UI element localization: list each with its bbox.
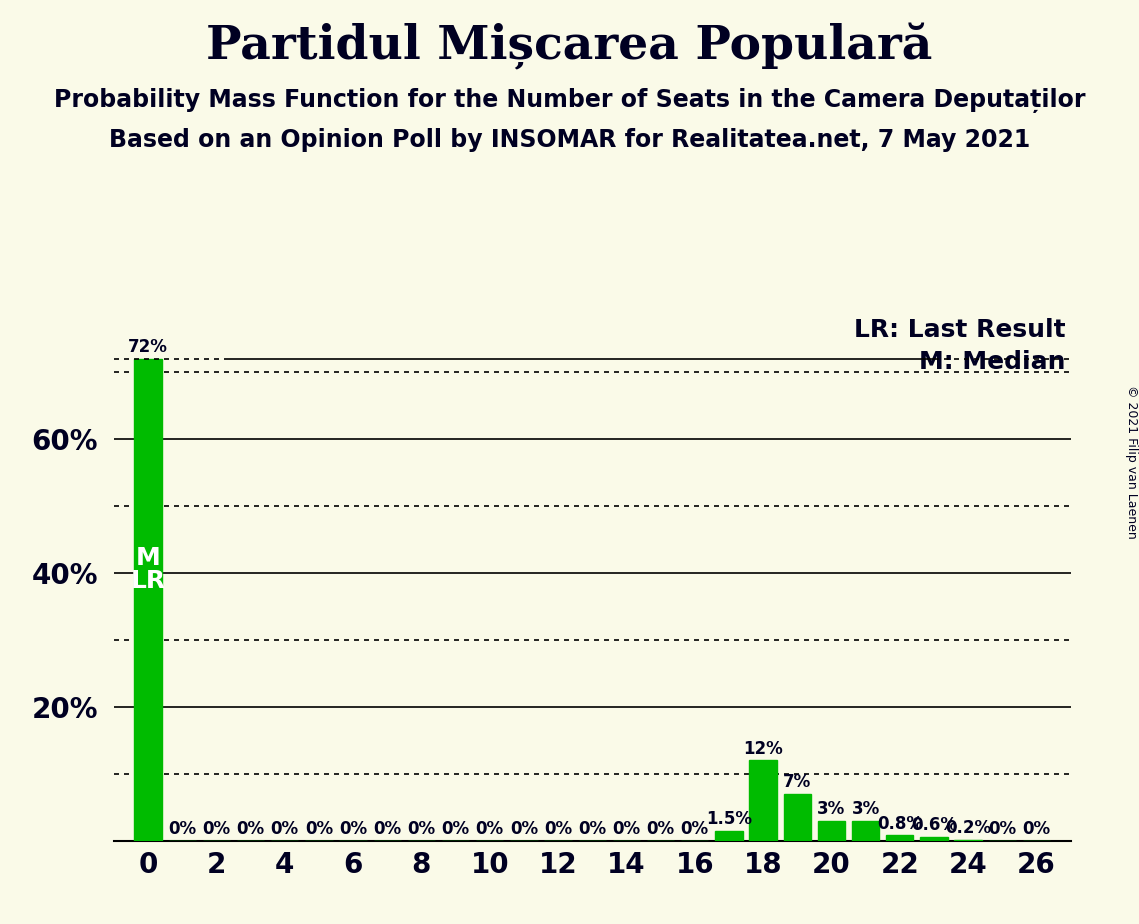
Text: LR: LR — [131, 569, 165, 593]
Text: 0%: 0% — [305, 821, 333, 838]
Text: 0%: 0% — [374, 821, 401, 838]
Text: 0%: 0% — [510, 821, 538, 838]
Text: 0%: 0% — [544, 821, 572, 838]
Text: 12%: 12% — [744, 740, 782, 758]
Text: 0.2%: 0.2% — [945, 819, 991, 837]
Bar — [749, 760, 777, 841]
Text: 0.6%: 0.6% — [911, 816, 957, 834]
Text: 0%: 0% — [442, 821, 469, 838]
Text: Partidul Mișcarea Populară: Partidul Mișcarea Populară — [206, 23, 933, 70]
Text: Based on an Opinion Poll by INSOMAR for Realitatea.net, 7 May 2021: Based on an Opinion Poll by INSOMAR for … — [109, 128, 1030, 152]
Text: 0%: 0% — [169, 821, 196, 838]
Text: 0%: 0% — [203, 821, 230, 838]
Bar — [920, 837, 948, 841]
Bar — [954, 840, 982, 841]
Bar — [715, 831, 743, 841]
Text: 0%: 0% — [271, 821, 298, 838]
Text: 0%: 0% — [989, 821, 1016, 838]
Text: 72%: 72% — [128, 338, 169, 356]
Text: M: Median: M: Median — [919, 350, 1066, 374]
Bar — [784, 794, 811, 841]
Text: M: M — [136, 545, 161, 569]
Text: 0%: 0% — [613, 821, 640, 838]
Text: 0%: 0% — [681, 821, 708, 838]
Text: 7%: 7% — [784, 773, 811, 791]
Text: 0%: 0% — [647, 821, 674, 838]
Text: 0%: 0% — [1023, 821, 1050, 838]
Text: 0%: 0% — [408, 821, 435, 838]
Text: 0%: 0% — [237, 821, 264, 838]
Text: 0%: 0% — [476, 821, 503, 838]
Bar — [818, 821, 845, 841]
Text: 3%: 3% — [818, 800, 845, 818]
Bar — [134, 359, 162, 841]
Text: LR: Last Result: LR: Last Result — [854, 319, 1066, 342]
Bar — [852, 821, 879, 841]
Text: 0%: 0% — [339, 821, 367, 838]
Text: 1.5%: 1.5% — [706, 810, 752, 828]
Text: 3%: 3% — [852, 800, 879, 818]
Text: Probability Mass Function for the Number of Seats in the Camera Deputaților: Probability Mass Function for the Number… — [54, 88, 1085, 113]
Text: © 2021 Filip van Laenen: © 2021 Filip van Laenen — [1124, 385, 1138, 539]
Text: 0%: 0% — [579, 821, 606, 838]
Bar — [886, 835, 913, 841]
Text: 0.8%: 0.8% — [877, 815, 923, 833]
